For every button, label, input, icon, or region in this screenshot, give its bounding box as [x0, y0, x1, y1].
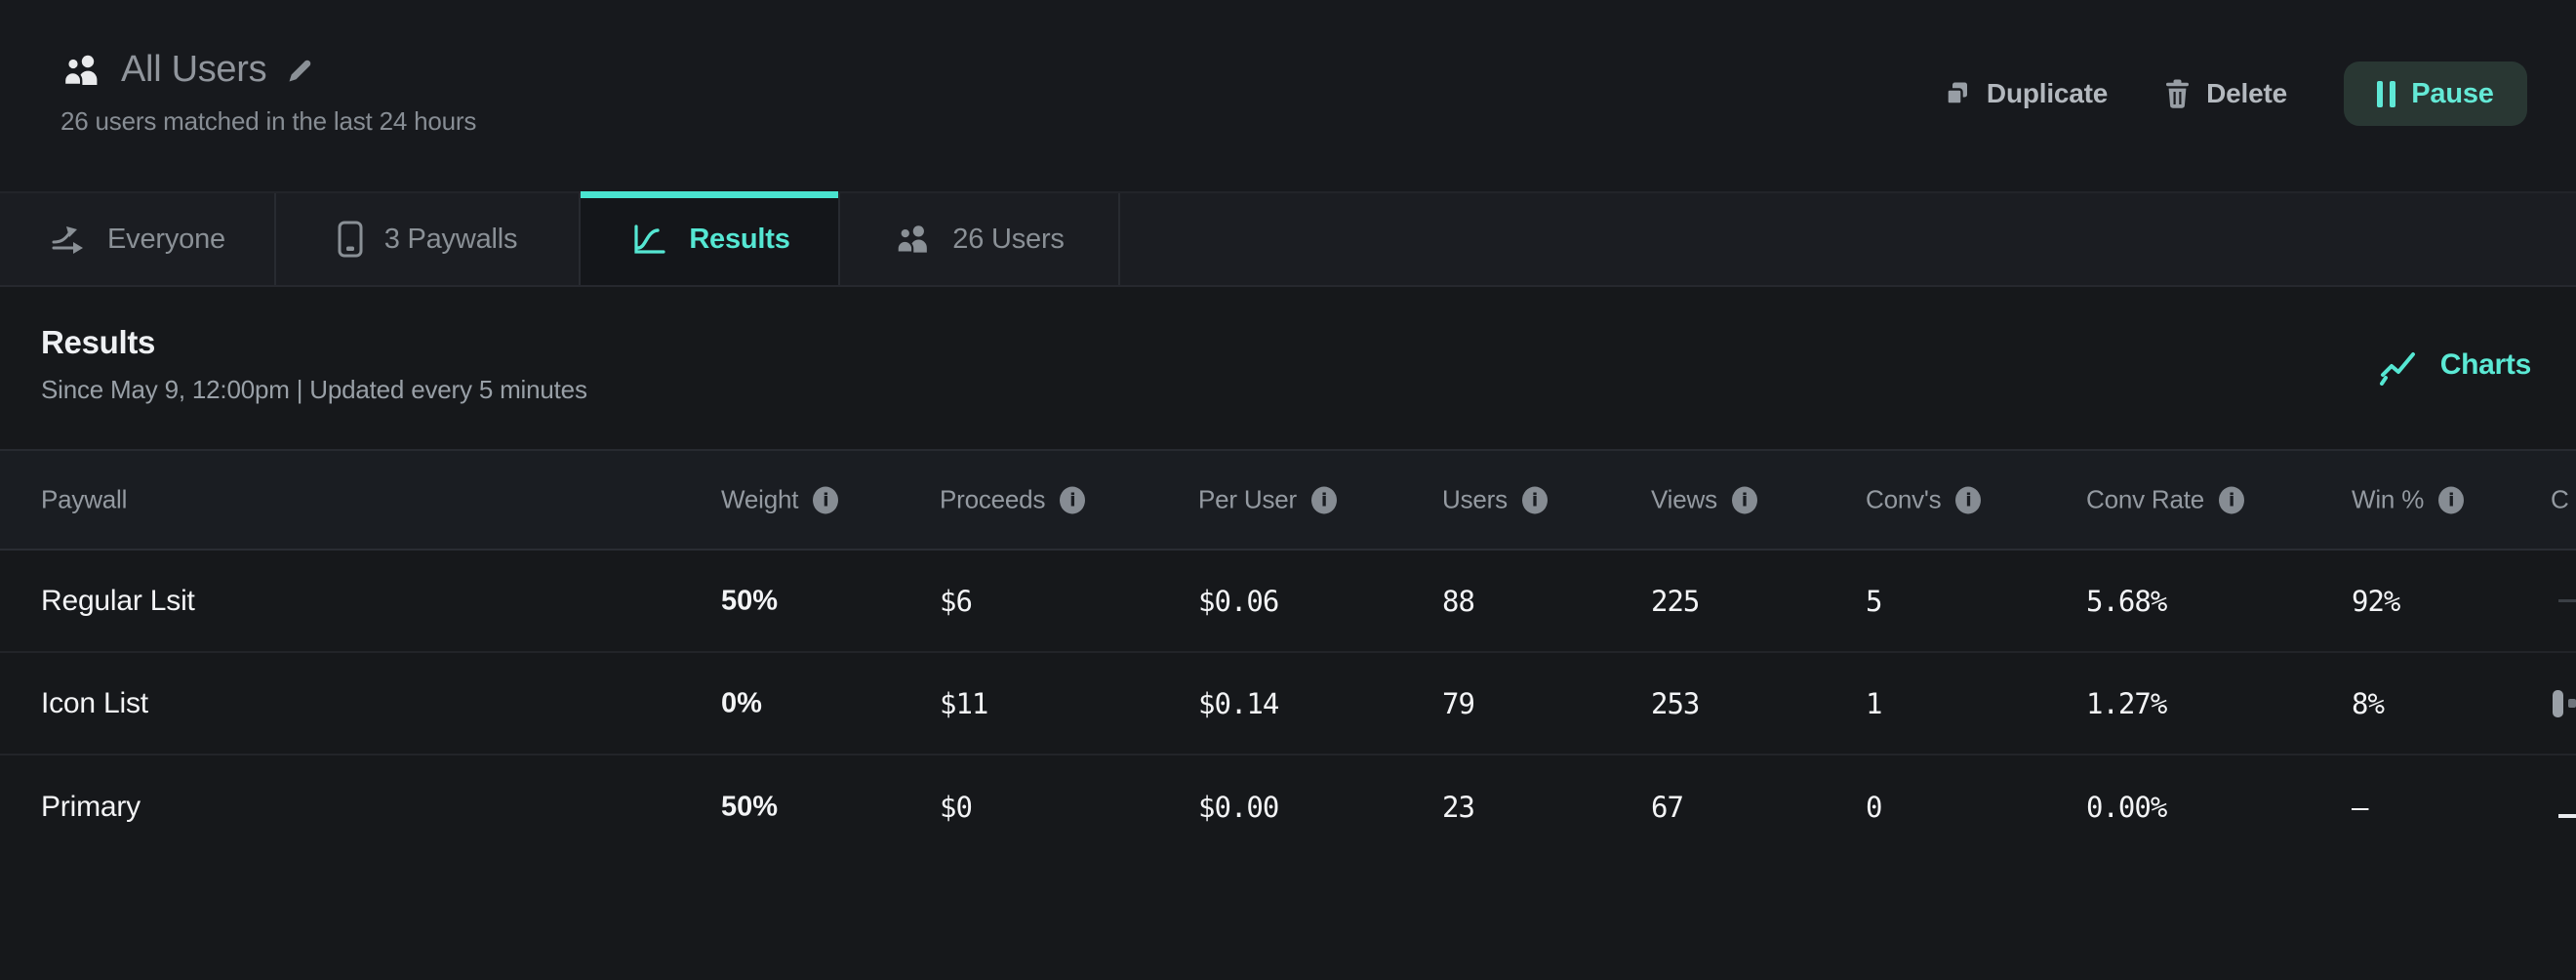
results-table: Paywall Weight i Proceeds i Per User i U… — [0, 449, 2576, 858]
win-value: 92% — [2352, 584, 2400, 618]
per-user-value: $0.14 — [1198, 686, 1279, 720]
info-icon[interactable]: i — [813, 486, 839, 513]
users-value: 23 — [1442, 790, 1475, 824]
edit-pencil-icon[interactable] — [286, 56, 315, 85]
tab-results-label: Results — [689, 223, 790, 255]
clipped-badge — [2553, 690, 2563, 717]
tab-bar-filler — [1120, 193, 2576, 285]
conv-rate-value: 0.00% — [2086, 790, 2167, 824]
col-header-clipped: C — [2551, 484, 2569, 514]
delete-button[interactable]: Delete — [2164, 78, 2287, 109]
col-header-convs: Conv's i — [1866, 485, 1982, 515]
split-arrows-icon — [52, 226, 84, 254]
clipped-cell-dash — [2558, 814, 2576, 818]
info-icon[interactable]: i — [1731, 486, 1757, 513]
table-row-regular-lsit: Regular Lsit 50% $6 $0.06 88 225 5 5.68%… — [0, 551, 2576, 653]
col-header-proceeds: Proceeds i — [940, 485, 1086, 515]
table-row-icon-list: Icon List 0% $11 $0.14 79 253 1 1.27% 8% — [0, 653, 2576, 755]
info-icon[interactable]: i — [1060, 486, 1086, 513]
convs-value: 0 — [1866, 790, 1882, 824]
trend-chart-icon — [2379, 351, 2415, 386]
info-icon[interactable]: i — [2219, 486, 2245, 513]
page-header: All Users 26 users matched in the last 2… — [0, 0, 2576, 191]
col-header-win: Win % i — [2352, 485, 2465, 515]
clipped-cell-dash — [2558, 599, 2576, 602]
pause-button[interactable]: Pause — [2344, 61, 2527, 126]
results-subheading: Since May 9, 12:00pm | Updated every 5 m… — [41, 375, 587, 404]
header-actions: Duplicate Delete Pause — [1944, 61, 2527, 126]
table-header-row: Paywall Weight i Proceeds i Per User i U… — [0, 449, 2576, 551]
duplicate-button[interactable]: Duplicate — [1944, 78, 2108, 109]
proceeds-value: $0 — [940, 790, 973, 824]
table-row-primary: Primary 50% $0 $0.00 23 67 0 0.00% – — [0, 755, 2576, 858]
users-value: 79 — [1442, 686, 1475, 720]
proceeds-value: $6 — [940, 584, 973, 618]
tab-results[interactable]: Results — [581, 191, 840, 285]
weight-value: 0% — [721, 687, 762, 718]
proceeds-value: $11 — [940, 686, 988, 720]
users-value: 88 — [1442, 584, 1475, 618]
clipped-badge-fragment — [2568, 699, 2576, 708]
win-value: – — [2352, 790, 2368, 824]
results-heading: Results — [41, 324, 156, 360]
users-icon — [896, 225, 928, 254]
charts-label: Charts — [2439, 347, 2532, 381]
col-header-conv-rate: Conv Rate i — [2086, 485, 2245, 515]
tab-users[interactable]: 26 Users — [840, 193, 1120, 285]
tab-paywalls[interactable]: 3 Paywalls — [276, 193, 581, 285]
pause-label: Pause — [2411, 77, 2494, 109]
per-user-value: $0.06 — [1198, 584, 1279, 618]
convs-value: 5 — [1866, 584, 1882, 618]
info-icon[interactable]: i — [1521, 486, 1548, 513]
matched-users-subtitle: 26 users matched in the last 24 hours — [60, 106, 477, 136]
win-value: 8% — [2352, 686, 2385, 720]
weight-value: 50% — [721, 585, 779, 616]
info-icon[interactable]: i — [2438, 486, 2465, 513]
tab-users-label: 26 Users — [952, 223, 1065, 255]
title-block: All Users 26 users matched in the last 2… — [60, 49, 476, 137]
weight-value: 50% — [721, 791, 779, 822]
results-header: Results Since May 9, 12:00pm | Updated e… — [41, 324, 2531, 405]
tab-everyone-label: Everyone — [107, 223, 225, 255]
charts-link[interactable]: Charts — [2378, 345, 2531, 386]
tab-paywalls-label: 3 Paywalls — [383, 223, 518, 255]
info-icon[interactable]: i — [1955, 486, 1982, 513]
col-header-paywall: Paywall — [41, 484, 128, 514]
curve-chart-icon — [634, 225, 665, 254]
paywall-name: Icon List — [41, 686, 148, 719]
phone-icon — [338, 221, 363, 258]
convs-value: 1 — [1866, 686, 1882, 720]
tab-bar: Everyone 3 Paywalls Results — [0, 191, 2576, 287]
results-panel: Results Since May 9, 12:00pm | Updated e… — [0, 289, 2576, 980]
users-icon — [62, 55, 98, 86]
col-header-views: Views i — [1651, 485, 1757, 515]
delete-label: Delete — [2206, 78, 2287, 108]
paywall-name: Regular Lsit — [41, 584, 195, 617]
info-icon[interactable]: i — [1310, 486, 1337, 513]
col-header-per-user: Per User i — [1198, 485, 1337, 515]
page-title: All Users — [121, 49, 267, 90]
trash-icon — [2166, 79, 2190, 108]
tab-everyone[interactable]: Everyone — [0, 193, 276, 285]
duplicate-icon — [1946, 82, 1967, 105]
views-value: 253 — [1651, 686, 1700, 720]
paywall-name: Primary — [41, 790, 141, 823]
views-value: 67 — [1651, 790, 1684, 824]
pause-icon — [2377, 80, 2396, 107]
duplicate-label: Duplicate — [1986, 78, 2109, 108]
conv-rate-value: 1.27% — [2086, 686, 2167, 720]
conv-rate-value: 5.68% — [2086, 584, 2167, 618]
per-user-value: $0.00 — [1198, 790, 1279, 824]
col-header-weight: Weight i — [721, 485, 839, 515]
col-header-users: Users i — [1442, 485, 1548, 515]
views-value: 225 — [1651, 584, 1700, 618]
